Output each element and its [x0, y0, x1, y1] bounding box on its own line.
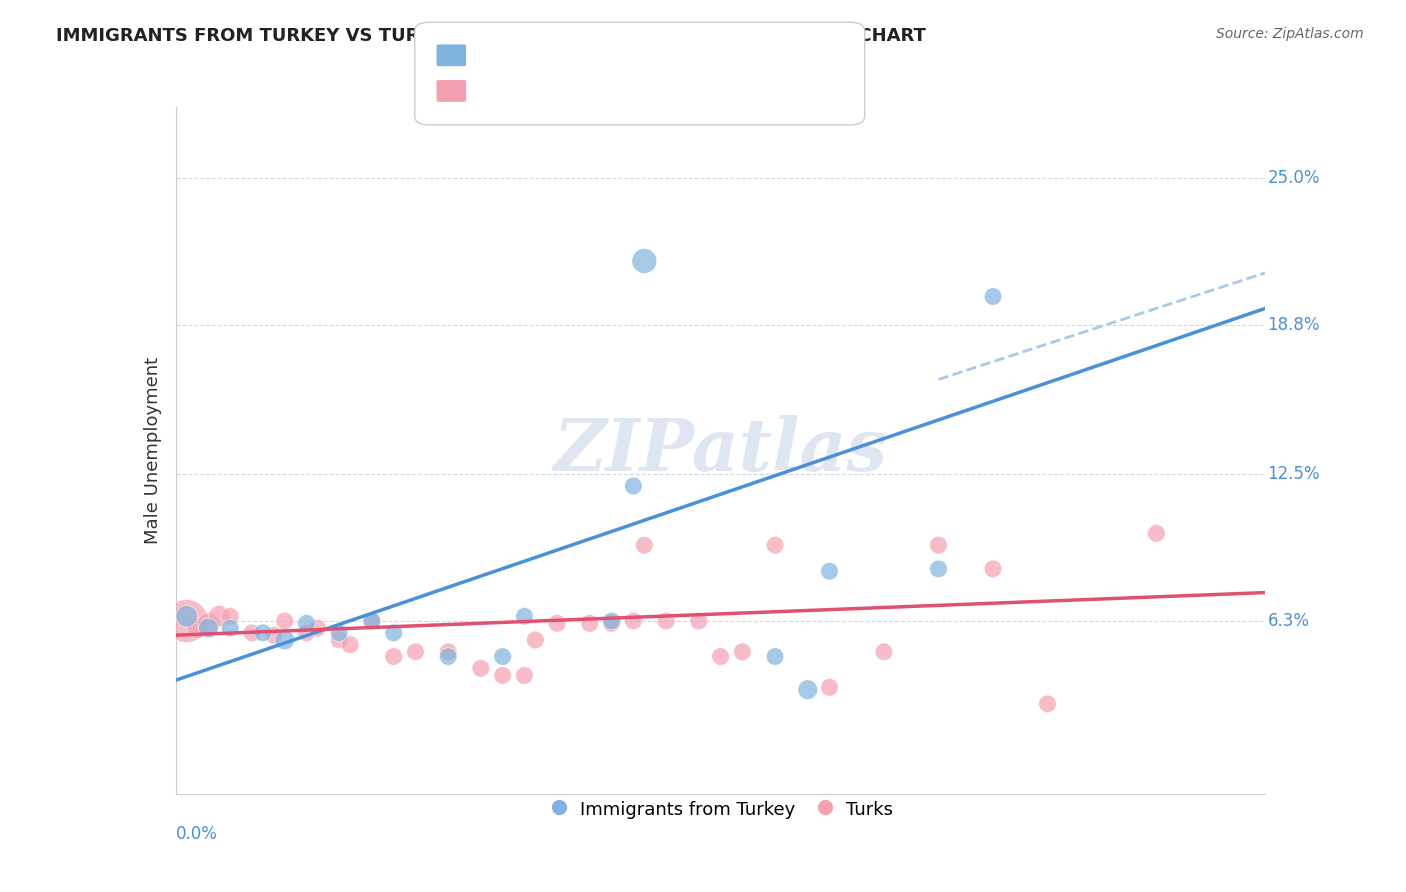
Text: Source: ZipAtlas.com: Source: ZipAtlas.com [1216, 27, 1364, 41]
Point [360, 614, 382, 628]
Point [633, 254, 655, 268]
Point [928, 562, 950, 576]
Point [328, 625, 350, 640]
Point [382, 649, 405, 664]
Point [1036, 697, 1059, 711]
Point [981, 562, 1004, 576]
Point [197, 616, 219, 631]
Point [600, 614, 623, 628]
Point [763, 538, 786, 552]
Y-axis label: Male Unemployment: Male Unemployment [143, 357, 162, 544]
Point [818, 681, 841, 695]
Point [763, 649, 786, 664]
Point [688, 614, 710, 628]
Point [1144, 526, 1167, 541]
Point [492, 668, 515, 682]
Point [633, 538, 655, 552]
Point [219, 621, 242, 635]
Point [524, 632, 547, 647]
Point [797, 682, 820, 697]
Point [818, 564, 841, 578]
Point [176, 614, 198, 628]
Point [307, 621, 329, 635]
Point [470, 661, 492, 675]
Point [208, 609, 231, 624]
Text: 6.3%: 6.3% [1268, 612, 1309, 630]
Legend: Immigrants from Turkey, Turks: Immigrants from Turkey, Turks [541, 792, 900, 826]
Point [731, 645, 754, 659]
Point [186, 621, 209, 635]
Point [274, 632, 297, 647]
Point [219, 609, 242, 624]
Text: ZIPatlas: ZIPatlas [554, 415, 887, 486]
Point [437, 645, 460, 659]
Text: R = 0.486   N = 18: R = 0.486 N = 18 [450, 49, 607, 67]
Point [513, 668, 536, 682]
Point [263, 628, 285, 642]
Point [360, 614, 382, 628]
Text: 25.0%: 25.0% [1268, 169, 1320, 187]
Point [339, 638, 361, 652]
Text: 18.8%: 18.8% [1268, 316, 1320, 334]
Point [197, 621, 219, 635]
Point [437, 649, 460, 664]
Text: 0.0%: 0.0% [176, 825, 218, 843]
Text: IMMIGRANTS FROM TURKEY VS TURKISH MALE UNEMPLOYMENT CORRELATION CHART: IMMIGRANTS FROM TURKEY VS TURKISH MALE U… [56, 27, 927, 45]
Point [579, 616, 602, 631]
Point [621, 614, 644, 628]
Point [176, 609, 198, 624]
Point [600, 616, 623, 631]
Point [382, 625, 405, 640]
Point [492, 649, 515, 664]
Text: R = 0.273   N = 36: R = 0.273 N = 36 [450, 85, 607, 103]
Point [240, 625, 263, 640]
Point [710, 649, 733, 664]
Point [295, 625, 318, 640]
Point [928, 538, 950, 552]
Point [252, 625, 274, 640]
Point [621, 479, 644, 493]
Point [546, 616, 568, 631]
Point [274, 614, 297, 628]
Point [328, 632, 350, 647]
Point [873, 645, 896, 659]
Point [655, 614, 678, 628]
Point [405, 645, 427, 659]
Point [295, 616, 318, 631]
Text: 12.5%: 12.5% [1268, 465, 1320, 483]
Point [513, 609, 536, 624]
Point [981, 289, 1004, 303]
